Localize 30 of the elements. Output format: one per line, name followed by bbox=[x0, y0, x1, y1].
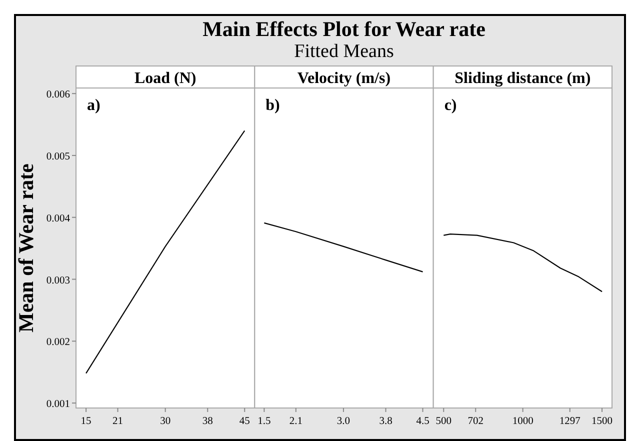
x-tick-label: 15 bbox=[80, 416, 92, 427]
chart-subtitle: Fitted Means bbox=[294, 41, 394, 62]
y-tick-label: 0.004 bbox=[46, 213, 71, 224]
chart-title: Main Effects Plot for Wear rate bbox=[202, 17, 486, 41]
x-tick-label: 38 bbox=[202, 416, 213, 427]
x-tick-label: 30 bbox=[160, 416, 171, 427]
x-tick-label: 4.5 bbox=[416, 416, 430, 427]
x-axis-title: Load (N) bbox=[134, 70, 196, 87]
x-tick-label: 1000 bbox=[512, 416, 534, 427]
annotation: b) bbox=[266, 97, 280, 114]
x-tick-label: 1.5 bbox=[258, 416, 271, 427]
x-tick-label: 2.1 bbox=[289, 416, 302, 427]
x-tick-label: 3.0 bbox=[336, 416, 350, 427]
x-axis-title: Sliding distance (m) bbox=[454, 70, 591, 87]
x-tick-label: 1297 bbox=[559, 416, 580, 427]
annotation: a) bbox=[87, 97, 100, 114]
y-tick-label: 0.005 bbox=[46, 151, 70, 162]
y-axis-title: Mean of Wear rate bbox=[14, 164, 38, 332]
y-tick-label: 0.006 bbox=[46, 90, 70, 101]
x-tick-label: 500 bbox=[436, 416, 452, 427]
y-tick-label: 0.001 bbox=[46, 399, 70, 410]
x-tick-label: 45 bbox=[239, 416, 250, 427]
y-tick-label: 0.003 bbox=[46, 275, 70, 286]
x-tick-label: 1500 bbox=[592, 416, 613, 427]
y-tick-label: 0.002 bbox=[46, 337, 70, 348]
annotation: c) bbox=[444, 97, 457, 114]
x-tick-label: 21 bbox=[112, 416, 124, 427]
x-tick-label: 3.8 bbox=[379, 416, 392, 427]
x-axis-title: Velocity (m/s) bbox=[297, 70, 391, 87]
x-tick-label: 702 bbox=[468, 416, 484, 427]
